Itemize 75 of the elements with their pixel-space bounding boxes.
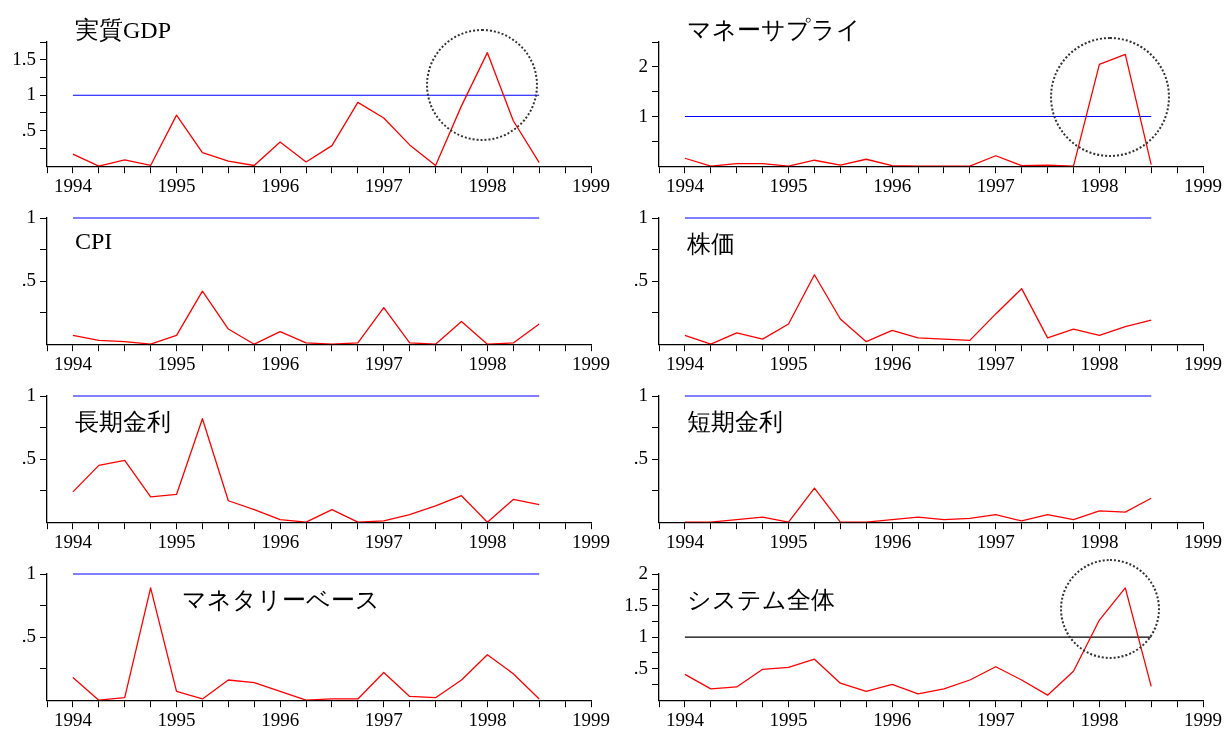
x-tick-label: 1999 xyxy=(1184,708,1222,730)
x-tick-label: 1994 xyxy=(665,352,705,374)
text: 株価 xyxy=(687,230,735,259)
x-tick-label: 1995 xyxy=(769,530,808,552)
x-tick-label: 1994 xyxy=(53,174,93,196)
y-tick-label: 1 xyxy=(638,205,648,227)
x-tick-label: 1999 xyxy=(572,352,610,374)
x-tick-label: 1997 xyxy=(364,530,403,552)
y-tick-label: 1 xyxy=(26,383,36,405)
chart-title: CPI xyxy=(75,228,113,255)
x-tick-label: 1994 xyxy=(53,530,93,552)
x-tick-label: 1999 xyxy=(572,530,610,552)
x-tick-label: 1998 xyxy=(1080,708,1119,730)
x-tick-label: 1999 xyxy=(572,708,610,730)
x-tick-label: 1997 xyxy=(976,530,1015,552)
x-tick-label: 1995 xyxy=(769,352,808,374)
x-tick-label: 1998 xyxy=(468,174,507,196)
y-tick-label: 2 xyxy=(638,561,648,583)
x-tick-label: 1997 xyxy=(976,174,1015,196)
y-tick-label: .5 xyxy=(633,269,648,291)
x-tick-label: 1996 xyxy=(261,708,300,730)
x-tick-label: 1996 xyxy=(261,174,300,196)
text: システム全体 xyxy=(687,586,835,615)
x-tick-label: 1997 xyxy=(364,708,403,730)
x-tick-label: 1996 xyxy=(873,708,912,730)
y-tick-label: 1 xyxy=(26,561,36,583)
y-tick-label: .5 xyxy=(633,656,648,678)
y-tick-label: 2 xyxy=(638,54,648,76)
x-tick-label: 1998 xyxy=(468,708,507,730)
x-tick-label: 1998 xyxy=(1080,530,1119,552)
x-tick-label: 1997 xyxy=(364,352,403,374)
x-tick-label: 1994 xyxy=(665,174,705,196)
x-tick-label: 1996 xyxy=(261,352,300,374)
x-tick-label: 1995 xyxy=(157,708,196,730)
x-tick-label: 1994 xyxy=(665,530,705,552)
x-tick-label: 1995 xyxy=(769,708,808,730)
text: 長期金利 xyxy=(75,408,171,437)
x-tick-label: 1997 xyxy=(976,352,1015,374)
y-tick-label: .5 xyxy=(21,625,36,647)
chart-title: 実質GDP xyxy=(75,16,172,45)
y-tick-label: .5 xyxy=(21,118,36,140)
y-tick-label: .5 xyxy=(21,269,36,291)
x-tick-label: 1994 xyxy=(53,708,93,730)
chart-title: マネーサプライ xyxy=(687,16,861,45)
x-tick-label: 1994 xyxy=(665,708,705,730)
x-tick-label: 1994 xyxy=(53,352,93,374)
text: マネタリーベース xyxy=(182,586,380,615)
x-tick-label: 1995 xyxy=(157,352,196,374)
y-tick-label: .5 xyxy=(21,447,36,469)
y-tick-label: 1 xyxy=(638,104,648,126)
x-tick-label: 1997 xyxy=(976,708,1015,730)
x-tick-label: 1996 xyxy=(873,174,912,196)
x-tick-label: 1995 xyxy=(157,174,196,196)
x-tick-label: 1998 xyxy=(1080,352,1119,374)
x-tick-label: 1997 xyxy=(364,174,403,196)
y-tick-label: 1.5 xyxy=(12,47,36,69)
y-tick-label: .5 xyxy=(633,447,648,469)
x-tick-label: 1999 xyxy=(1184,530,1222,552)
x-tick-label: 1998 xyxy=(468,530,507,552)
x-tick-label: 1999 xyxy=(1184,352,1222,374)
y-tick-label: 1 xyxy=(26,83,36,105)
y-tick-label: 1 xyxy=(638,383,648,405)
x-tick-label: 1999 xyxy=(1184,174,1222,196)
x-tick-label: 1996 xyxy=(261,530,300,552)
y-tick-label: 1 xyxy=(638,625,648,647)
x-tick-label: 1999 xyxy=(572,174,610,196)
x-tick-label: 1995 xyxy=(157,530,196,552)
x-tick-label: 1998 xyxy=(1080,174,1119,196)
x-tick-label: 1998 xyxy=(468,352,507,374)
text: 短期金利 xyxy=(687,408,783,437)
y-tick-label: 1.5 xyxy=(624,593,648,615)
x-tick-label: 1995 xyxy=(769,174,808,196)
y-tick-label: 1 xyxy=(26,205,36,227)
x-tick-label: 1996 xyxy=(873,352,912,374)
x-tick-label: 1996 xyxy=(873,530,912,552)
